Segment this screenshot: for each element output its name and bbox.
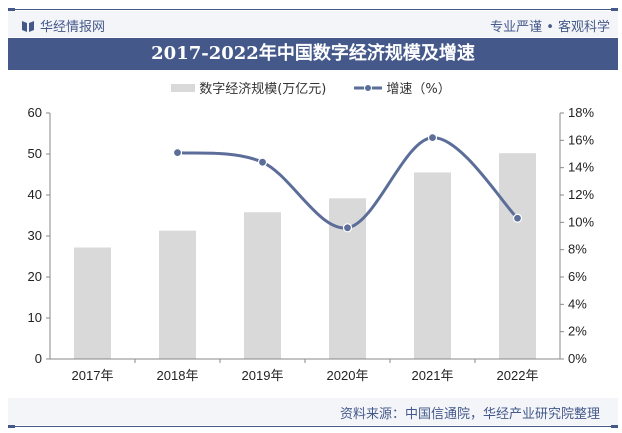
line-point xyxy=(427,133,438,143)
bar xyxy=(159,230,196,359)
chart-title: 2017-2022年中国数字经济规模及增速 xyxy=(8,38,618,70)
line-marker-icon xyxy=(354,83,383,92)
y-left-tick: 60 xyxy=(28,105,42,120)
line-point xyxy=(342,223,353,233)
y-right-tick: 6% xyxy=(568,269,587,284)
line-point xyxy=(257,157,268,167)
y-right-tick: 2% xyxy=(568,324,587,339)
line-point xyxy=(512,213,523,223)
y-right-tick: 4% xyxy=(568,296,587,311)
y-left-tick: 50 xyxy=(28,146,42,161)
x-tick-label: 2020年 xyxy=(327,368,369,383)
x-tick-label: 2019年 xyxy=(242,368,284,383)
y-right-tick: 18% xyxy=(568,105,594,120)
footer-band: 资料来源：中国信通院，华经产业研究院整理 xyxy=(8,398,618,425)
y-right-tick: 8% xyxy=(568,242,587,257)
y-right-tick: 14% xyxy=(568,160,594,175)
legend: 数字经济规模(万亿元) 增速（%） xyxy=(0,78,622,97)
source-note: 资料来源：中国信通院，华经产业研究院整理 xyxy=(339,407,600,422)
y-left-tick: 0 xyxy=(35,351,42,366)
y-axis-left: 0 10 20 30 40 50 60 xyxy=(28,105,51,366)
slogan: 专业严谨 • 客观科学 xyxy=(490,20,610,35)
bar xyxy=(499,153,536,359)
y-right-tick: 0% xyxy=(568,351,587,366)
y-right-tick: 12% xyxy=(568,187,594,202)
legend-item-line: 增速（%） xyxy=(354,78,451,97)
bar xyxy=(74,247,111,359)
bar xyxy=(414,172,451,359)
y-left-tick: 10 xyxy=(28,310,42,325)
top-rule xyxy=(8,8,618,11)
x-tick-label: 2022年 xyxy=(497,368,539,383)
book-icon xyxy=(22,20,34,32)
line-series xyxy=(172,133,523,233)
y-right-tick: 10% xyxy=(568,214,594,229)
bar-swatch-icon xyxy=(171,83,196,92)
y-right-tick: 16% xyxy=(568,132,594,147)
header-band: 华经情报网 专业严谨 • 客观科学 xyxy=(8,11,618,37)
bar-series xyxy=(74,153,536,359)
line-point xyxy=(172,148,183,158)
legend-label-line: 增速（%） xyxy=(386,82,451,97)
x-tick-label: 2018年 xyxy=(157,368,199,383)
bar xyxy=(244,212,281,359)
y-axis-right: 0% 2% 4% 6% 8% 10% 12% 14% 16% 18% xyxy=(559,105,594,366)
y-left-tick: 20 xyxy=(28,269,42,284)
y-left-tick: 40 xyxy=(28,187,42,202)
bottom-rule xyxy=(8,425,618,428)
x-tick-label: 2017年 xyxy=(72,368,114,383)
x-tick-label: 2021年 xyxy=(412,368,454,383)
legend-label-bar: 数字经济规模(万亿元) xyxy=(199,82,327,97)
brand: 华经情报网 xyxy=(22,16,105,35)
y-left-tick: 30 xyxy=(28,228,42,243)
legend-item-bar: 数字经济规模(万亿元) xyxy=(171,78,326,97)
x-axis: 2017年 2018年 2019年 2020年 2021年 2022年 xyxy=(50,358,560,383)
brand-name: 华经情报网 xyxy=(40,20,106,35)
